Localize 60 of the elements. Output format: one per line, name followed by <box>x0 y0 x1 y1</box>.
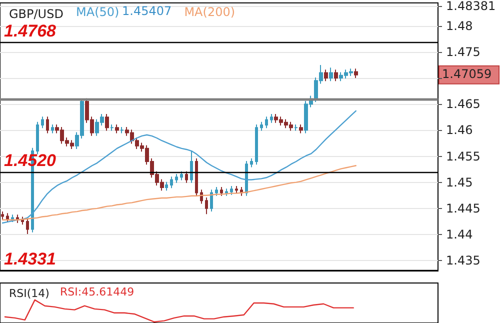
text: MA(50) <box>76 5 120 19</box>
candlestick <box>235 185 238 194</box>
candlestick <box>220 186 223 196</box>
candlestick <box>21 216 24 226</box>
y-tick-label: 1.475 <box>446 44 480 59</box>
candlestick <box>51 124 54 134</box>
candlestick <box>354 68 358 79</box>
text: MA(200) <box>184 5 236 19</box>
y-tick-label: 1.445 <box>446 201 480 216</box>
annotation: 1.45407 <box>122 4 172 18</box>
y-tick-label: 1.45 <box>446 175 473 190</box>
candlestick <box>180 170 183 181</box>
y-tick-label: 1.44 <box>446 227 473 242</box>
candlestick <box>110 124 114 132</box>
candlestick <box>230 185 233 196</box>
candlestick <box>215 186 218 196</box>
candlestick <box>170 176 173 189</box>
candlestick <box>329 67 333 82</box>
candlestick <box>190 150 193 184</box>
candlestick <box>205 196 208 215</box>
y-tick-label: 1.435 <box>446 254 480 268</box>
line-series <box>2 165 356 220</box>
candlestick <box>6 212 9 222</box>
line-series <box>2 110 356 224</box>
candlestick <box>175 173 178 184</box>
candlestick <box>36 121 39 155</box>
candlestick <box>195 158 198 196</box>
candlestick <box>299 124 303 134</box>
y-tick-label: 1.48 <box>446 18 473 33</box>
chart-title: GBP/USD <box>9 7 64 21</box>
y-tick-label: 1.455 <box>446 149 480 164</box>
candlestick <box>46 116 49 134</box>
y-tick-label: 1.465 <box>446 97 480 112</box>
candlestick <box>115 124 119 134</box>
candlestick <box>1 211 4 220</box>
candlestick <box>294 124 298 132</box>
candlestick <box>165 181 168 192</box>
y-tick-label: 1.48381 <box>446 0 496 13</box>
ref-line-label: 1.4331 <box>4 249 56 268</box>
candlestick <box>250 158 253 168</box>
candlestick <box>120 126 124 134</box>
candlestick <box>11 214 14 222</box>
candlestick <box>200 189 203 204</box>
candlestick <box>26 218 29 234</box>
y-tick-label: 1.46 <box>446 123 473 138</box>
ref-line-label: 1.4768 <box>4 22 57 41</box>
candlestick <box>225 188 228 196</box>
candlestick <box>270 114 273 124</box>
candlestick <box>105 114 109 132</box>
candlestick <box>324 69 328 82</box>
candlestick <box>41 116 44 129</box>
text: 1.47059 <box>442 66 492 81</box>
candlestick <box>265 116 268 129</box>
candlestick <box>210 189 213 212</box>
candlestick <box>334 69 338 82</box>
chart-title: RSI(14) <box>9 287 50 300</box>
candlestick <box>260 121 263 132</box>
candlestick <box>185 170 188 184</box>
candlestick <box>255 124 258 166</box>
series-label: RSI:45.61449 <box>60 286 134 298</box>
